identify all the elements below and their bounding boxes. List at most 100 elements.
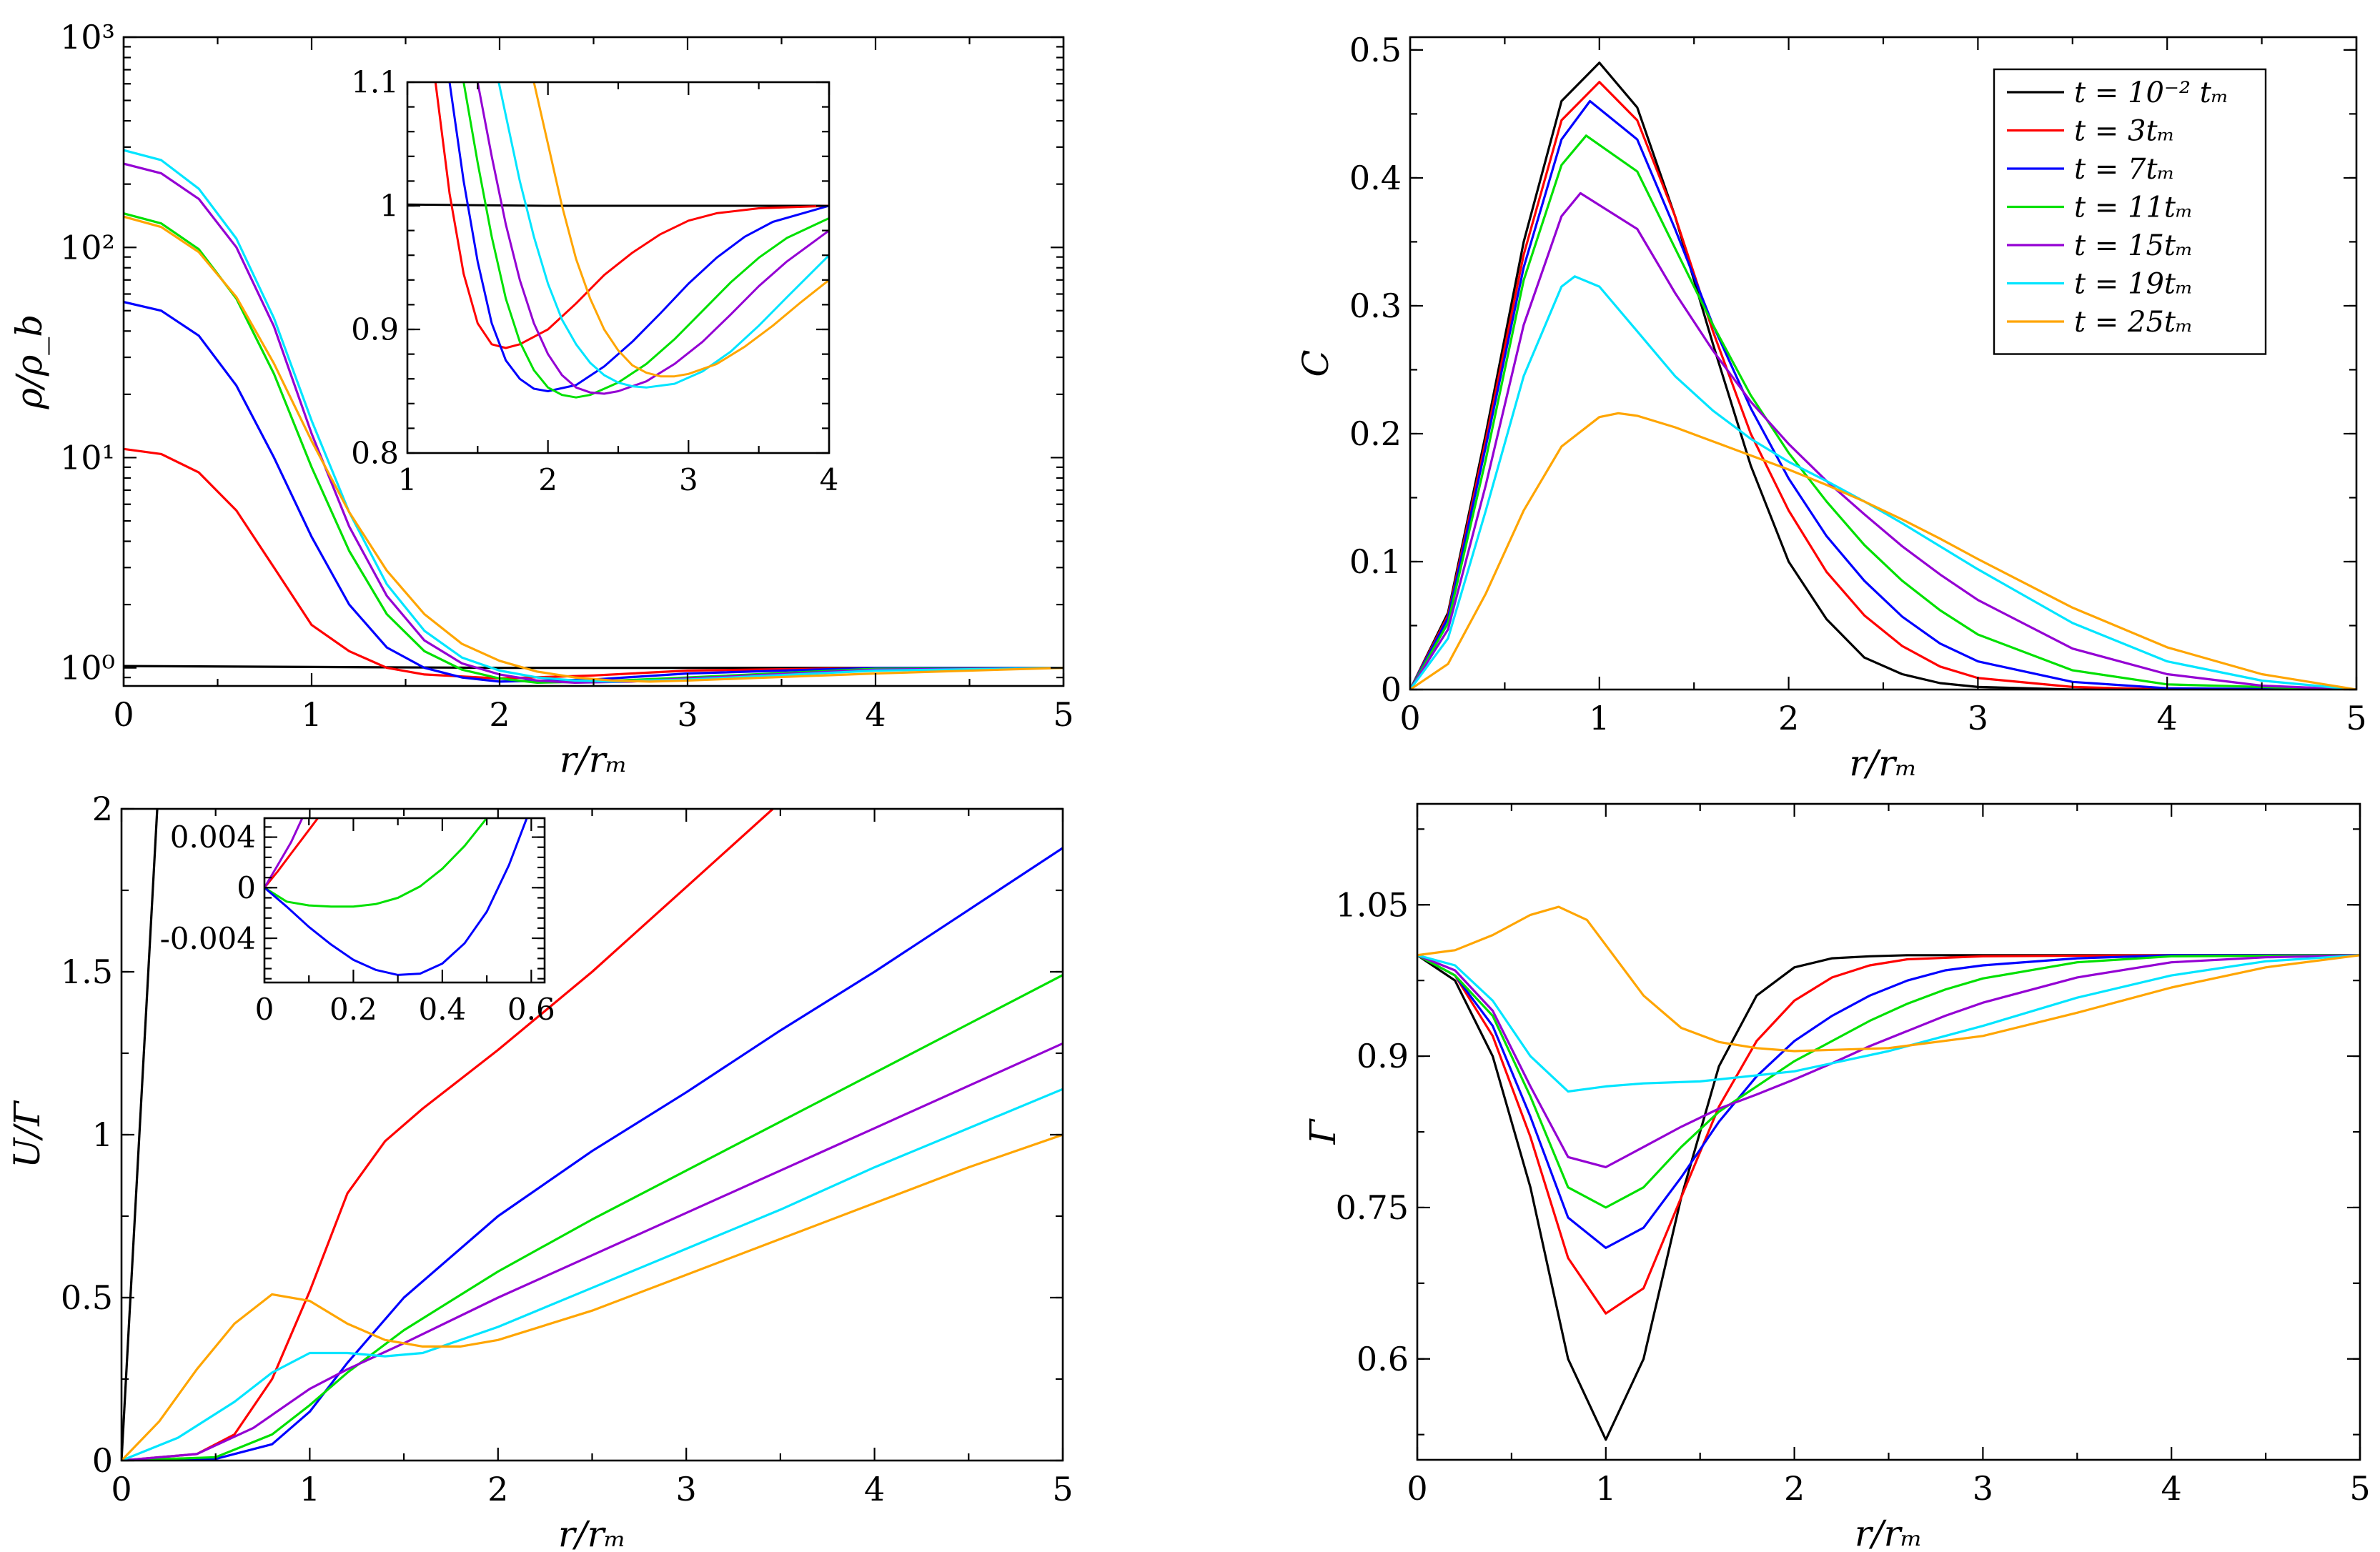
- density-frame: [122, 36, 1065, 687]
- lorentz-xlabel: r/rₘ: [1855, 1513, 1923, 1552]
- compaction-xtick-label: 3: [1968, 699, 1988, 737]
- lorentz-ticks: [1416, 804, 2361, 1460]
- density-ytick-label: 10³: [60, 18, 115, 56]
- velocity-series-t0: [122, 809, 159, 1461]
- compaction-ytick-label: 0.1: [1349, 542, 1402, 581]
- lorentz-xtick-label: 5: [2349, 1469, 2370, 1508]
- density-inset-series-t7: [448, 82, 829, 392]
- velocity-ytick-label: 2: [92, 790, 113, 828]
- legend-label-t25: t = 25tₘ: [2074, 306, 2193, 339]
- velocity-inset-series-t7: [264, 818, 528, 976]
- density-inset-ytick-label: 1.1: [351, 65, 399, 100]
- velocity-inset-ticks: [263, 818, 545, 983]
- velocity-inset-series-t11: [264, 818, 488, 908]
- compaction-series-t11: [1410, 134, 2356, 690]
- lorentz-series-t3: [1417, 954, 2360, 1315]
- lorentz-xtick-label: 3: [1973, 1469, 1993, 1508]
- legend-label-t19: t = 19tₘ: [2074, 268, 2193, 301]
- density-inset-series-t0: [407, 203, 829, 207]
- legend-label-t3: t = 3tₘ: [2074, 115, 2175, 148]
- compaction-series-t15: [1410, 191, 2356, 690]
- lorentz-frame: [1416, 802, 2361, 1461]
- velocity-xtick-label: 3: [676, 1470, 697, 1508]
- compaction-xlabel: r/rₘ: [1849, 742, 1917, 784]
- legend-label-t15: t = 15tₘ: [2074, 229, 2193, 262]
- velocity-series-t19: [122, 1088, 1063, 1461]
- velocity-xlabel: r/rₘ: [558, 1513, 626, 1552]
- legend-label-t0: t = 10⁻² tₘ: [2074, 76, 2228, 109]
- lorentz-plot-area: [1417, 804, 2360, 1460]
- density-series-t7: [124, 301, 1063, 683]
- velocity-xtick-label: 1: [299, 1470, 320, 1508]
- lorentz-ytick-label: 0.9: [1357, 1037, 1409, 1075]
- compaction-ytick-label: 0.3: [1349, 287, 1402, 325]
- velocity-ytick-label: 0: [92, 1441, 113, 1480]
- density-xtick-label: 3: [677, 695, 698, 734]
- velocity-xtick-label: 5: [1052, 1470, 1073, 1508]
- compaction-ytick-label: 0.4: [1349, 159, 1402, 197]
- compaction-series-t7: [1410, 99, 2356, 690]
- legend-box: [1993, 68, 2267, 355]
- velocity-inset-plot-area: [264, 818, 545, 983]
- lorentz-xtick-label: 1: [1595, 1469, 1616, 1508]
- density-xtick-label: 2: [489, 695, 510, 734]
- velocity-inset-series-t15: [264, 818, 304, 889]
- compaction-ytick-label: 0.2: [1349, 414, 1402, 453]
- velocity-inset-series-group: [264, 818, 528, 976]
- velocity-series-group: [122, 809, 1063, 1461]
- density-inset-series-t11: [462, 82, 829, 399]
- velocity-ytick-label: 1: [92, 1115, 113, 1154]
- lorentz-series-t25: [1417, 905, 2360, 1053]
- density-inset-panel: 1 2 3 4 0.8 0.9 1 1.1: [351, 65, 838, 497]
- velocity-inset-ytick-label: 0: [237, 870, 256, 905]
- compaction-xtick-label: 5: [2346, 699, 2366, 737]
- legend-label-t11: t = 11tₘ: [2074, 191, 2193, 224]
- density-ytick-label: 10¹: [60, 439, 115, 477]
- density-inset-series-t15: [476, 82, 829, 395]
- density-inset-xtick-label: 3: [679, 462, 698, 497]
- lorentz-xtick-label: 0: [1407, 1469, 1427, 1508]
- velocity-inset-ytick-label: -0.004: [160, 921, 256, 956]
- lorentz-ytick-label: 0.75: [1336, 1188, 1409, 1227]
- compaction-xtick-label: 1: [1589, 699, 1610, 737]
- velocity-plot-area: [122, 809, 1063, 1461]
- legend: t = 10⁻² tₘ t = 3tₘ t = 7tₘ t = 11tₘ t = 15t…: [1993, 68, 2267, 355]
- velocity-inset-frame: [263, 817, 546, 984]
- density-inset-series-t3: [434, 82, 829, 349]
- velocity-inset-ytick-label: 0.004: [170, 820, 256, 855]
- velocity-ytick-label: 0.5: [61, 1278, 113, 1317]
- compaction-panel: 0 1 2 3 4 5 0 0.1 0.2 0.3 0.4 0.5 r/rₘ C: [1295, 31, 2367, 784]
- density-inset-frame: [406, 81, 830, 454]
- lorentz-ytick-label: 0.6: [1357, 1340, 1409, 1378]
- density-inset-xtick-label: 2: [538, 462, 557, 497]
- velocity-series-t11: [122, 974, 1063, 1461]
- density-xlabel: r/rₘ: [560, 739, 628, 780]
- density-xtick-label: 1: [301, 695, 322, 734]
- lorentz-series-t11: [1417, 954, 2360, 1209]
- velocity-series-t3: [122, 809, 774, 1461]
- density-xtick-label: 5: [1053, 695, 1074, 734]
- density-series-t3: [124, 447, 1063, 680]
- compaction-series-group: [1410, 61, 2356, 690]
- compaction-xtick-label: 0: [1399, 699, 1420, 737]
- density-ytick-label: 10²: [60, 228, 115, 267]
- lorentz-ylabel: Γ: [1302, 1118, 1344, 1145]
- density-inset-series-t19: [497, 82, 829, 389]
- lorentz-xtick-label: 2: [1784, 1469, 1805, 1508]
- velocity-inset-panel: 0 0.2 0.4 0.6 -0.004 0 0.004: [160, 817, 555, 1027]
- velocity-inset-xtick-label: 0.2: [329, 992, 377, 1027]
- velocity-ytick-label: 1.5: [61, 952, 113, 991]
- compaction-ytick-label: 0: [1381, 670, 1402, 709]
- density-xtick-label: 0: [113, 695, 134, 734]
- density-inset-ytick-label: 0.9: [351, 312, 399, 347]
- density-inset-ytick-label: 1: [380, 189, 399, 224]
- velocity-xtick-label: 2: [487, 1470, 508, 1508]
- velocity-series-t15: [122, 1042, 1063, 1461]
- density-inset-series-t25: [532, 82, 829, 378]
- lorentz-series-t15: [1417, 954, 2360, 1168]
- lorentz-series-t0: [1417, 954, 2360, 1441]
- density-inset-xtick-label: 4: [820, 462, 839, 497]
- density-ylabel: ρ/ρ_b: [9, 314, 50, 410]
- compaction-series-t25: [1410, 412, 2356, 690]
